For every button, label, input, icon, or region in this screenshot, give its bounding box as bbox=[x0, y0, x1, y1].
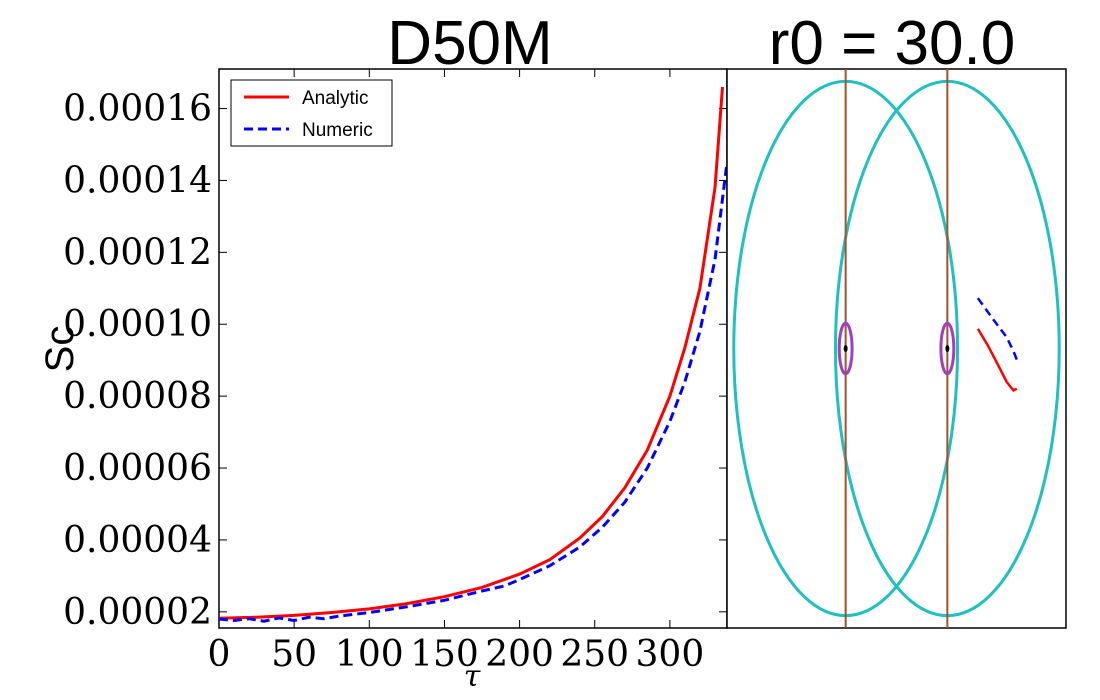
y-tick-label: 0.00012 bbox=[63, 232, 212, 273]
left-axis-ticks: 0 50 100 150 200 250 300 0.00002 0.00004 0.00006 0… bbox=[63, 69, 727, 675]
x-tick-label: 300 bbox=[636, 634, 705, 675]
right-chart-title: r0 = 30.0 bbox=[769, 9, 1015, 78]
left-chart-title: D50M bbox=[387, 9, 552, 78]
numeric-trajectory bbox=[976, 297, 1018, 361]
left-series-group bbox=[218, 86, 729, 623]
x-tick-label: 0 bbox=[208, 634, 231, 675]
x-axis-label: τ bbox=[464, 659, 481, 694]
x-tick-label: 100 bbox=[335, 634, 404, 675]
legend-box bbox=[230, 79, 393, 147]
x-tick-label: 200 bbox=[485, 634, 554, 675]
right-plot-content bbox=[732, 69, 1061, 628]
x-tick-label: 250 bbox=[560, 634, 629, 675]
left-plot-frame bbox=[218, 68, 728, 629]
legend-label-numeric: Numeric bbox=[302, 120, 373, 141]
y-tick-label: 0.00002 bbox=[63, 592, 212, 633]
x-tick-label: 150 bbox=[410, 634, 479, 675]
analytic-trajectory bbox=[976, 328, 1018, 392]
series-line-analytic bbox=[218, 86, 724, 620]
y-axis-label: Sc bbox=[38, 326, 82, 373]
center-dot bbox=[843, 345, 848, 352]
legend-label-analytic: Analytic bbox=[302, 88, 369, 109]
legend: Analytic Numeric bbox=[230, 79, 393, 147]
y-tick-label: 0.00004 bbox=[63, 520, 212, 561]
center-dot bbox=[945, 345, 950, 352]
series-line-numeric bbox=[218, 162, 729, 623]
small-ellipse bbox=[939, 321, 956, 376]
y-tick-label: 0.00016 bbox=[63, 89, 212, 130]
right-plot bbox=[726, 68, 1067, 629]
small-ellipse bbox=[837, 321, 854, 376]
x-tick-label: 50 bbox=[271, 634, 317, 675]
y-tick-label: 0.00014 bbox=[63, 160, 212, 201]
y-tick-label: 0.00008 bbox=[63, 376, 212, 417]
left-plot: 0 50 100 150 200 250 300 0.00002 0.00004 0.00006 0… bbox=[38, 68, 729, 694]
y-tick-label: 0.00010 bbox=[63, 304, 212, 345]
y-tick-label: 0.00006 bbox=[63, 448, 212, 489]
right-plot-frame bbox=[726, 68, 1067, 629]
